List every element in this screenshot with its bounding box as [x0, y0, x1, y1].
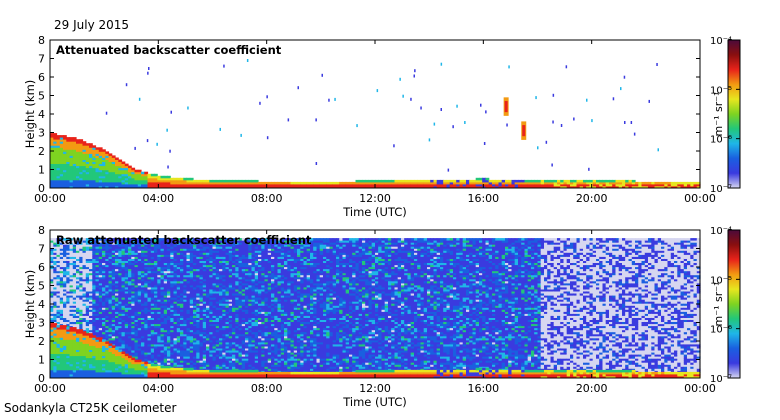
y-tick-label: 0: [38, 182, 45, 195]
colorbar-tick-label: 10⁻⁵: [710, 85, 732, 96]
x-tick-label: 08:00: [251, 192, 283, 205]
y-tick-label: 8: [38, 224, 45, 237]
x-tick-label: 16:00: [467, 382, 499, 395]
backscatter-panel-1: Attenuated backscatter coefficient 0 1 2 3 4 5…: [23, 34, 741, 219]
x-tick-label: 00:00: [34, 192, 66, 205]
colorbar-tick-label: 10⁻⁴: [710, 36, 732, 47]
x-tick-label: 00:00: [684, 192, 716, 205]
y-tick-label: 8: [38, 34, 45, 47]
y-tick-label: 7: [38, 243, 45, 256]
colorbar-tick-label: 10⁻⁷: [710, 184, 732, 195]
y-tick-label: 3: [38, 127, 45, 140]
colorbar-tick-label: 10⁻⁵: [710, 275, 732, 286]
plot-area: [50, 40, 700, 188]
colorbar-tick-label: 10⁻⁷: [710, 374, 732, 385]
x-tick-label: 12:00: [359, 192, 391, 205]
y-tick-label: 0: [38, 372, 45, 385]
y-tick-label: 1: [38, 354, 45, 367]
panel-title: Raw attenuated backscatter coefficient: [56, 233, 312, 247]
x-tick-label: 12:00: [359, 382, 391, 395]
y-tick-label: 4: [38, 298, 45, 311]
colorbar-label: m⁻¹ sr⁻¹: [712, 92, 725, 137]
y-axis-label: Height (km): [23, 270, 37, 339]
x-tick-label: 00:00: [34, 382, 66, 395]
x-tick-label: 08:00: [251, 382, 283, 395]
x-tick-label: 20:00: [576, 382, 608, 395]
x-tick-label: 04:00: [142, 382, 174, 395]
backscatter-panel-2: Raw attenuated backscatter coefficient 0 1…: [23, 224, 741, 409]
y-tick-label: 5: [38, 280, 45, 293]
x-tick-label: 00:00: [684, 382, 716, 395]
y-tick-label: 1: [38, 164, 45, 177]
panel-title: Attenuated backscatter coefficient: [56, 43, 282, 57]
x-tick-label: 20:00: [576, 192, 608, 205]
y-tick-label: 3: [38, 317, 45, 330]
colorbar: 10⁻⁴ 10⁻⁵ 10⁻⁶ 10⁻⁷ m⁻¹ sr⁻¹: [710, 36, 741, 195]
x-tick-label: 16:00: [467, 192, 499, 205]
colorbar: 10⁻⁴ 10⁻⁵ 10⁻⁶ 10⁻⁷ m⁻¹ sr⁻¹: [710, 226, 741, 385]
x-axis-label: Time (UTC): [342, 205, 407, 219]
y-tick-label: 4: [38, 108, 45, 121]
x-axis-label: Time (UTC): [342, 395, 407, 409]
y-tick-label: 2: [38, 335, 45, 348]
x-tick-label: 04:00: [142, 192, 174, 205]
colorbar-tick-label: 10⁻⁶: [710, 325, 732, 336]
y-tick-label: 2: [38, 145, 45, 158]
y-tick-label: 7: [38, 53, 45, 66]
colorbar-tick-label: 10⁻⁶: [710, 135, 732, 146]
instrument-caption: Sodankyla CT25K ceilometer: [4, 401, 177, 415]
y-tick-label: 5: [38, 90, 45, 103]
figure-date: 29 July 2015: [54, 18, 130, 32]
y-tick-label: 6: [38, 261, 45, 274]
y-tick-label: 6: [38, 71, 45, 84]
colorbar-tick-label: 10⁻⁴: [710, 226, 732, 237]
heatmap-cells: [50, 238, 701, 379]
heatmap-cells: [50, 59, 701, 189]
colorbar-label: m⁻¹ sr⁻¹: [712, 282, 725, 327]
y-axis-label: Height (km): [23, 80, 37, 149]
